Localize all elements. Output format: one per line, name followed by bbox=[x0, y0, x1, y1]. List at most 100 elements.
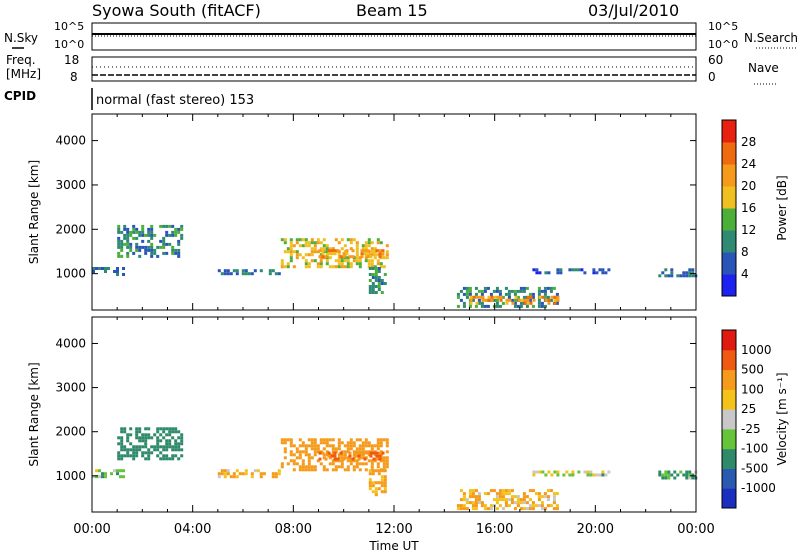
echo-region bbox=[117, 427, 184, 461]
freq-label-line2: [MHz] bbox=[6, 67, 41, 81]
colorbar-swatch bbox=[722, 428, 736, 450]
colorbar-swatch bbox=[722, 230, 736, 253]
velocity-colorbar: 1000 500 100 25 -25 -100 -500 -1000 Velocity [m … bbox=[721, 329, 789, 509]
echo-region bbox=[318, 451, 385, 461]
x-tick-label: 00:00 bbox=[73, 522, 110, 537]
colorbar-tick-label: 8 bbox=[741, 245, 749, 259]
colorbar-tick-label: 28 bbox=[741, 135, 756, 149]
noise-right-label: N.Search bbox=[744, 31, 798, 45]
y-tick-label: 2000 bbox=[55, 425, 86, 439]
colorbar-tick-label: -100 bbox=[741, 442, 768, 456]
noise-panel: N.Sky 10^5 10^0 10^5 10^0 N.Search bbox=[4, 20, 798, 51]
colorbar-tick-label: 20 bbox=[741, 179, 756, 193]
colorbar-tick-label: -25 bbox=[741, 422, 761, 436]
x-tick-label: 04:00 bbox=[174, 522, 211, 537]
frequency-panel: Freq. [MHz] 18 8 60 0 Nave bbox=[6, 53, 779, 85]
colorbar-swatch bbox=[722, 369, 736, 390]
noise-left-label: N.Sky bbox=[4, 31, 38, 45]
colorbar-tick-label: 500 bbox=[741, 363, 764, 377]
cpid-text: normal (fast stereo) 153 bbox=[96, 93, 254, 108]
colorbar-swatch bbox=[722, 409, 736, 430]
freq-tick-top: 18 bbox=[64, 53, 79, 67]
colorbar-swatch bbox=[722, 208, 736, 231]
power-colorbar: 4 8 12 16 20 24 28 Power [dB] bbox=[721, 119, 789, 297]
echo-region bbox=[456, 286, 559, 308]
panel-frame bbox=[91, 113, 697, 311]
y-tick-label: 4000 bbox=[55, 134, 86, 148]
freq-label-line1: Freq. bbox=[6, 53, 36, 67]
y-tick-label: 1000 bbox=[55, 267, 86, 281]
date-label: 03/Jul/2010 bbox=[588, 1, 679, 20]
colorbar-tick-label: 100 bbox=[741, 382, 764, 396]
nave-tick-bottom: 0 bbox=[708, 70, 716, 84]
y-tick-label: 4000 bbox=[55, 336, 86, 350]
x-tick-label: 20:00 bbox=[577, 522, 614, 537]
velocity-panel: 1000 2000 3000 4000 Slant Range [km] bbox=[27, 316, 698, 513]
colorbar-tick-label: 24 bbox=[741, 157, 756, 171]
x-tick-label: 08:00 bbox=[275, 522, 312, 537]
echo-region bbox=[117, 224, 184, 258]
echo-region bbox=[456, 489, 559, 511]
echo-region bbox=[92, 267, 125, 276]
colorbar-swatch bbox=[722, 252, 736, 275]
echo-region bbox=[532, 268, 611, 275]
cpid-label: CPID bbox=[4, 89, 36, 103]
colorbar-frame bbox=[721, 119, 737, 297]
echo-region bbox=[217, 269, 281, 276]
colorbar-swatch bbox=[722, 274, 736, 297]
time-axis: 00:00 04:00 08:00 12:00 16:00 20:00 00:00 Time … bbox=[73, 522, 714, 553]
colorbar-swatch bbox=[722, 120, 736, 143]
y-tick-label: 3000 bbox=[55, 381, 86, 395]
y-axis-label: Slant Range [km] bbox=[27, 160, 41, 264]
x-axis-label: Time UT bbox=[368, 539, 419, 553]
y-axis-label: Slant Range [km] bbox=[27, 362, 41, 466]
noise-right-tick-top: 10^5 bbox=[708, 20, 738, 33]
y-tick-label: 3000 bbox=[55, 178, 86, 192]
noise-left-tick-top: 10^5 bbox=[54, 20, 84, 33]
colorbar-tick-label: 25 bbox=[741, 402, 756, 416]
colorbar-swatch bbox=[722, 186, 736, 209]
colorbar-swatch bbox=[722, 142, 736, 165]
colorbar-tick-label: -500 bbox=[741, 461, 768, 475]
echo-region bbox=[368, 469, 387, 497]
y-tick-label: 2000 bbox=[55, 222, 86, 236]
y-tick-label: 1000 bbox=[55, 469, 86, 483]
colorbar-swatch bbox=[722, 330, 736, 351]
nave-tick-top: 60 bbox=[708, 53, 723, 67]
echo-region bbox=[318, 249, 385, 259]
colorbar-swatch bbox=[722, 468, 736, 489]
freq-tick-bottom: 8 bbox=[70, 70, 78, 84]
x-tick-label: 12:00 bbox=[375, 522, 412, 537]
colorbar-swatch bbox=[722, 488, 736, 509]
colorbar-swatch bbox=[722, 164, 736, 187]
beam-label: Beam 15 bbox=[356, 1, 428, 20]
colorbar-tick-label: 12 bbox=[741, 223, 756, 237]
radar-title: Syowa South (fitACF) bbox=[92, 1, 261, 20]
colorbar-tick-label: 1000 bbox=[741, 343, 772, 357]
colorbar-swatch bbox=[722, 448, 736, 469]
colorbar-frame bbox=[721, 329, 737, 509]
colorbar-label: Velocity [m s⁻¹] bbox=[775, 372, 789, 465]
noise-right-tick-bottom: 10^0 bbox=[708, 38, 738, 51]
echo-region bbox=[532, 470, 611, 477]
echo-region bbox=[280, 238, 389, 269]
panel-frame bbox=[91, 316, 697, 513]
colorbar-tick-label: -1000 bbox=[741, 481, 776, 495]
x-tick-label: 16:00 bbox=[476, 522, 513, 537]
colorbar-swatch bbox=[722, 389, 736, 410]
colorbar-label: Power [dB] bbox=[775, 175, 789, 240]
colorbar-tick-label: 16 bbox=[741, 201, 756, 215]
echo-region bbox=[658, 268, 698, 278]
power-panel: 1000 2000 3000 4000 Slant Range [km] bbox=[27, 113, 698, 311]
x-tick-label: 00:00 bbox=[677, 522, 714, 537]
noise-left-tick-bottom: 10^0 bbox=[54, 38, 84, 51]
echo-region bbox=[469, 295, 560, 305]
colorbar-swatch bbox=[722, 349, 736, 371]
echo-region bbox=[368, 267, 387, 294]
nave-label: Nave bbox=[748, 61, 779, 75]
echo-region bbox=[92, 469, 125, 479]
colorbar-tick-label: 4 bbox=[741, 267, 749, 281]
echo-region bbox=[217, 469, 281, 479]
echo-region bbox=[658, 470, 698, 480]
